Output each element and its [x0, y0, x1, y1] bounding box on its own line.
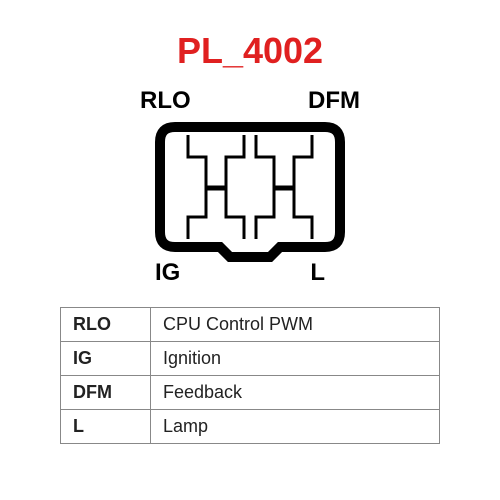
table-row: DFM Feedback: [61, 376, 440, 410]
connector-outline: [150, 117, 350, 262]
pin-legend-table: RLO CPU Control PWM IG Ignition DFM Feed…: [60, 307, 440, 444]
table-row: L Lamp: [61, 410, 440, 444]
pin-label-l: L: [310, 259, 325, 287]
pin-label-ig: IG: [155, 259, 180, 287]
legend-code: IG: [61, 342, 151, 376]
table-row: IG Ignition: [61, 342, 440, 376]
legend-desc: CPU Control PWM: [151, 308, 440, 342]
legend-desc: Ignition: [151, 342, 440, 376]
table-row: RLO CPU Control PWM: [61, 308, 440, 342]
legend-code: L: [61, 410, 151, 444]
legend-code: DFM: [61, 376, 151, 410]
legend-desc: Feedback: [151, 376, 440, 410]
pin-label-dfm: DFM: [308, 87, 360, 115]
connector-diagram: RLO DFM IG L: [100, 87, 400, 287]
legend-body: RLO CPU Control PWM IG Ignition DFM Feed…: [61, 308, 440, 444]
pin-label-rlo: RLO: [140, 87, 191, 115]
legend-desc: Lamp: [151, 410, 440, 444]
legend-code: RLO: [61, 308, 151, 342]
part-number-title: PL_4002: [0, 0, 500, 72]
